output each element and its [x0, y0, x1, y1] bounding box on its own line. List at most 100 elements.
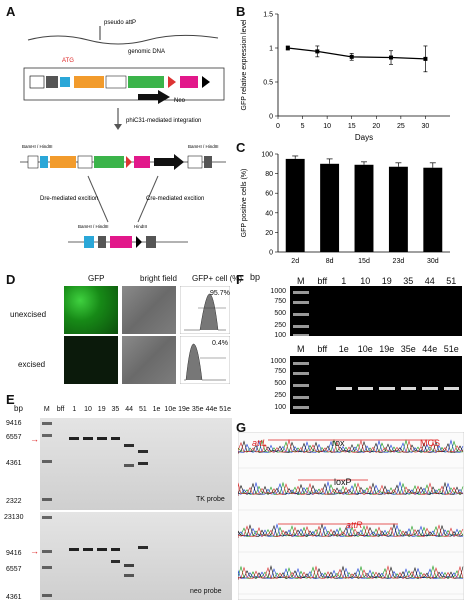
e-band	[96, 548, 107, 551]
f-marker-label: 250	[274, 392, 286, 399]
cag-box	[29, 75, 45, 89]
panel-f-label: F	[236, 272, 244, 287]
b-y-tick-label: 1	[269, 46, 273, 53]
f-lane-label: 35e	[400, 344, 416, 354]
e-marker-top-3: 2322	[6, 498, 22, 505]
panel-a-diagram: genomic DNA pseudo attP ATG Neo phiC31-m…	[20, 20, 226, 248]
e-band	[110, 560, 121, 563]
e-lane-label: 44e	[205, 406, 218, 413]
e-band	[69, 548, 80, 551]
f-band	[400, 387, 416, 390]
red-arrow-bottom-icon: →	[30, 546, 39, 556]
f-band	[293, 334, 309, 337]
sg-box	[180, 76, 198, 88]
c-category-label: 2d	[291, 258, 299, 265]
col-header-bright: bright field	[140, 274, 177, 283]
seq-frame	[238, 432, 464, 600]
f-lane-label: 19	[381, 276, 392, 286]
f-band	[293, 291, 309, 294]
f-markers: 1000 1000 750 750 500 500 250 250 100 100	[250, 286, 288, 416]
e-band	[42, 516, 52, 519]
b-y-tick-label: 0	[269, 114, 273, 121]
e-band	[124, 564, 134, 567]
bright-image-excised	[122, 336, 176, 384]
b-data-point	[315, 49, 320, 54]
e-bp-label: bp	[14, 404, 23, 413]
e-band	[83, 437, 93, 440]
genomic-dna-text: genomic DNA	[128, 49, 165, 55]
f-band	[293, 396, 309, 399]
f-gel-bottom	[290, 356, 462, 414]
atg-text: ATG	[62, 58, 74, 64]
f-lane-label: 10	[360, 276, 371, 286]
ef1a-box	[105, 75, 127, 89]
e-lane-label: 1	[72, 406, 77, 413]
facs-histogram-unexcised	[180, 286, 230, 334]
f-marker-label: 1000	[270, 288, 286, 295]
f-lane-label: 51e	[443, 344, 459, 354]
neo-text: Neo	[174, 98, 186, 104]
sequencing-traces	[238, 432, 464, 600]
tk-pa-box	[74, 76, 104, 88]
seq-trace	[238, 565, 464, 580]
f-lane-label: 19e	[379, 344, 395, 354]
genomic-dna-line	[27, 34, 219, 45]
neo-probe-label: neo probe	[190, 588, 222, 595]
b-x-tick-label: 30	[422, 123, 430, 130]
c-category-label: 15d	[358, 258, 370, 265]
panel-d-label: D	[6, 272, 16, 287]
chart-b: 0 5 10 15 20 25 30 0 0.5 1 1.5 Days GFP relative exp…	[241, 12, 450, 142]
e-lane-label: 19e	[178, 406, 190, 413]
e-band	[124, 444, 134, 447]
seq-trace	[238, 524, 464, 538]
e-lane-label: M	[43, 406, 50, 413]
e-band	[110, 548, 121, 551]
e-marker-bottom-3: 4361	[6, 594, 22, 601]
b-x-tick-label: 25	[397, 123, 405, 130]
c-category-label: 30d	[427, 258, 439, 265]
f-bp-label: bp	[250, 272, 261, 282]
f-band	[336, 387, 352, 390]
f-band	[293, 362, 309, 365]
c-y-tick-label: 0	[269, 250, 273, 257]
b-y-tick-label: 0.5	[263, 80, 273, 87]
svg-text:BamHI / HindIII: BamHI / HindIII	[78, 224, 109, 229]
svg-text:BamHI / HindIII: BamHI / HindIII	[188, 144, 219, 149]
row-header-excised: excised	[18, 360, 46, 369]
f-band	[379, 387, 395, 390]
f-lane-label: M	[297, 276, 305, 286]
e-lane-label: 35	[111, 406, 120, 413]
c-y-tick-label: 40	[265, 210, 273, 217]
f-marker-label: 1000	[270, 358, 286, 365]
dre-text: Dre-mediated excition	[40, 196, 98, 202]
e-blot-bottom	[40, 512, 232, 600]
svg-text:BamHI / HindIII: BamHI / HindIII	[22, 144, 53, 149]
e-band	[124, 464, 134, 467]
mcs-label: MCS	[420, 438, 440, 448]
f-lane-label: 1	[341, 276, 347, 286]
f-band	[293, 313, 309, 316]
e-marker-bottom-2: 6557	[6, 566, 22, 573]
f-marker-label: 100	[274, 404, 286, 411]
f-band	[293, 372, 309, 375]
b-x-tick-label: 5	[301, 123, 305, 130]
c-bar	[285, 158, 305, 252]
col-header-gfp: GFP	[88, 274, 105, 283]
f-band	[293, 406, 309, 409]
b-x-tick-label: 20	[372, 123, 380, 130]
e-band	[138, 450, 148, 453]
f-lane-label: M	[297, 344, 305, 354]
f-marker-label: 500	[274, 310, 286, 317]
e-band	[83, 548, 93, 551]
attl-label: attL	[252, 438, 268, 448]
e-lane-label: 51e	[219, 406, 231, 413]
f-lane-label: bff	[317, 344, 328, 354]
e-marker-top-1: 6557	[6, 434, 22, 441]
loxp-label: loxP	[334, 477, 352, 487]
tk-probe-label: TK probe	[196, 496, 225, 503]
b-series-line	[287, 47, 426, 60]
seq-trace	[238, 438, 464, 454]
integration-text: phiC31-mediated integration	[126, 118, 201, 124]
